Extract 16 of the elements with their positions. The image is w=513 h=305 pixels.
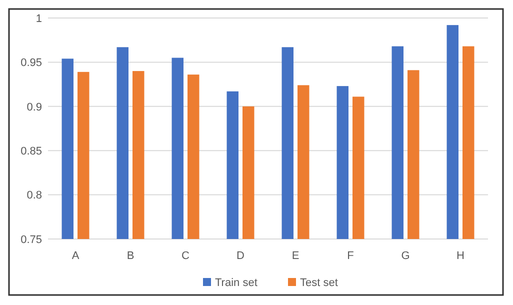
x-tick-label: H	[456, 250, 465, 262]
legend-label: Test set	[300, 276, 338, 289]
y-tick-label: 0.9	[26, 101, 42, 114]
x-tick-label: D	[236, 250, 245, 262]
x-tick-label: E	[292, 250, 300, 262]
y-tick-label: 0.8	[26, 190, 42, 202]
legend-label: Train set	[215, 276, 258, 289]
y-tick-label: 0.75	[20, 234, 42, 246]
x-tick-label: F	[347, 250, 354, 262]
x-tick-label: B	[126, 250, 134, 262]
x-tick-label: A	[72, 250, 80, 262]
y-tick-label: 0.95	[20, 57, 42, 70]
x-tick-label: C	[182, 250, 190, 262]
x-tick-label: G	[401, 250, 410, 262]
y-tick-label: 0.85	[20, 145, 42, 158]
y-tick-label: 1	[36, 12, 42, 25]
